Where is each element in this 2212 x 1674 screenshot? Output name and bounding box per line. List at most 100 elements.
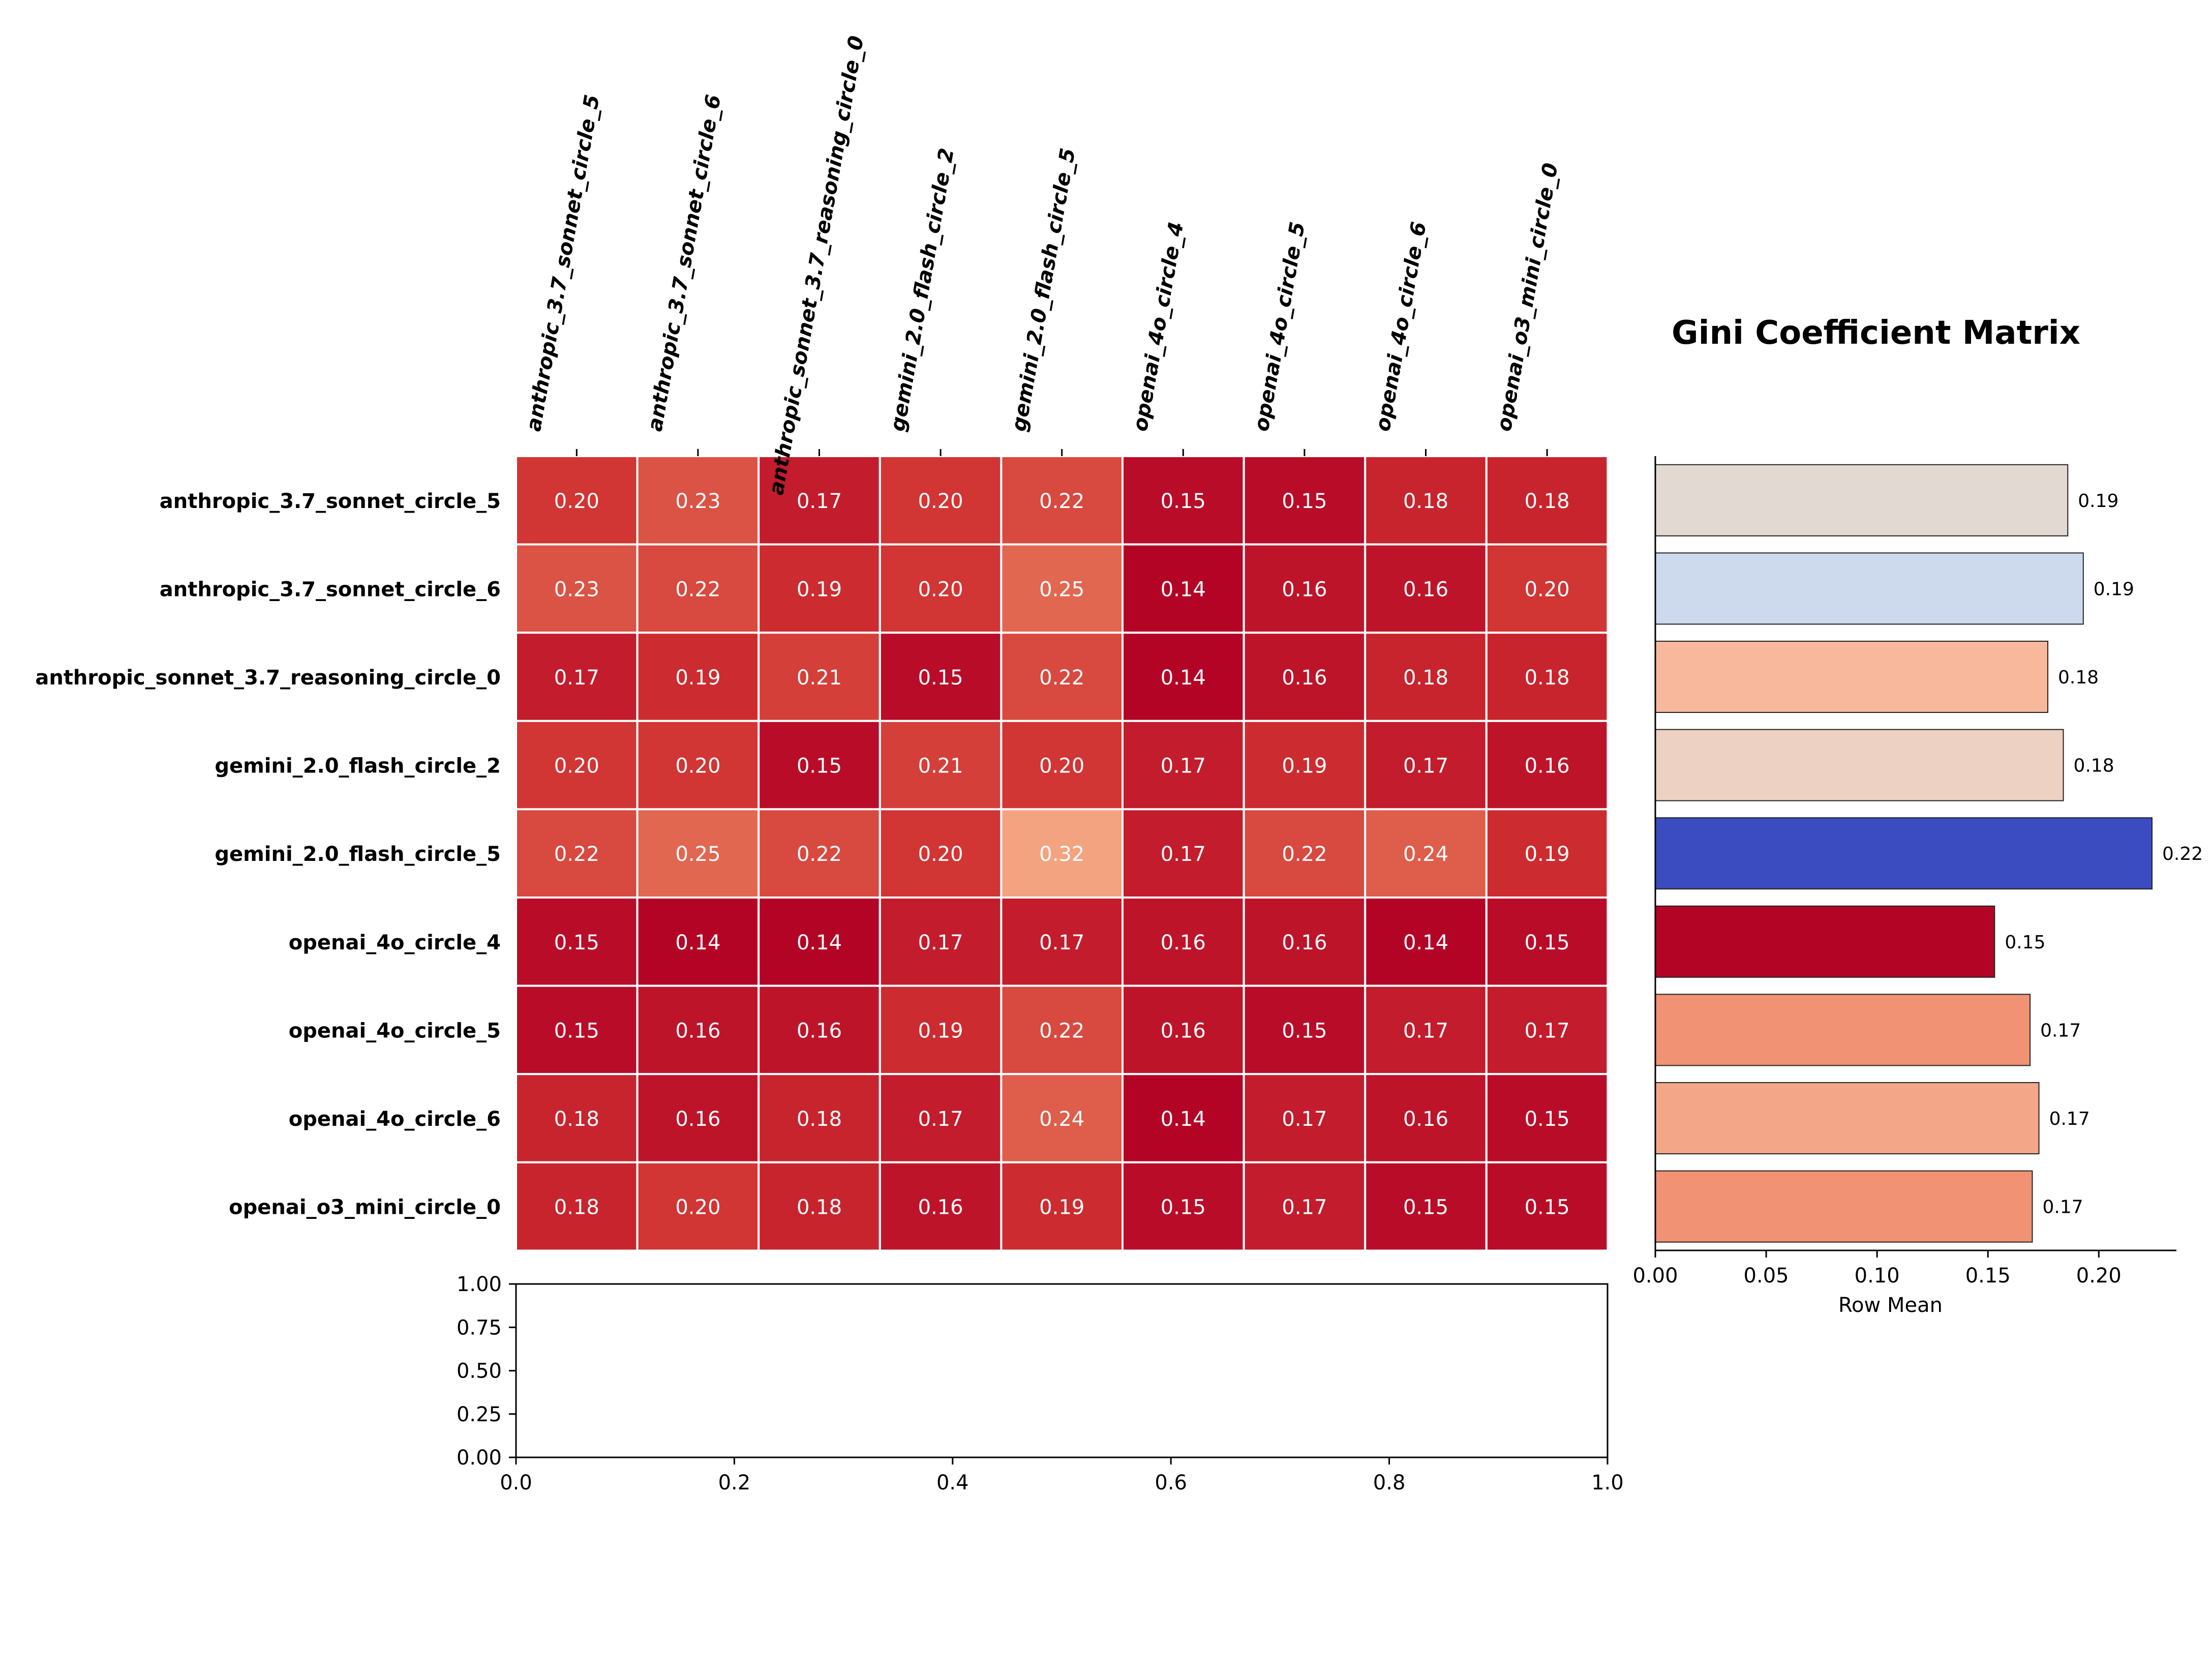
heatmap-cell-value: 0.20 [554, 755, 599, 778]
heatmap-cell [1485, 543, 1609, 634]
heatmap-cell-value: 0.17 [1161, 755, 1206, 778]
heatmap-cell-value: 0.25 [675, 843, 720, 866]
heatmap-cell [636, 896, 760, 987]
heatmap-cell [757, 632, 881, 722]
empty-axes-x-tick-label: 1.0 [1591, 1471, 1624, 1494]
heatmap-cell [1485, 1161, 1609, 1252]
row-label: gemini_2.0_flash_circle_2 [215, 755, 501, 778]
empty-axes-x-tick-label: 0.8 [1373, 1471, 1406, 1494]
heatmap-cell [1364, 984, 1488, 1075]
heatmap-cell [515, 632, 639, 722]
heatmap-cell [636, 984, 760, 1075]
heatmap-cell-value: 0.16 [1282, 931, 1327, 954]
bar-value-label: 0.19 [2078, 491, 2118, 512]
heatmap-cell [1485, 632, 1609, 722]
heatmap-cell-value: 0.20 [1525, 578, 1570, 601]
heatmap-cell-value: 0.18 [1403, 490, 1448, 513]
bar-value-label: 0.17 [2042, 1197, 2083, 1218]
heatmap-cell-value: 0.16 [1282, 578, 1327, 601]
row-mean-bar [1655, 1170, 2033, 1243]
bar-value-label: 0.18 [2074, 756, 2114, 776]
heatmap-cell-value: 0.19 [1525, 843, 1570, 866]
heatmap-cell-value: 0.15 [554, 931, 599, 954]
heatmap-cell [1000, 543, 1124, 634]
row-label: openai_4o_circle_5 [289, 1019, 501, 1042]
heatmap-cell [1364, 632, 1488, 722]
row-mean-bar [1655, 905, 1995, 978]
heatmap-cell-value: 0.17 [1403, 1019, 1448, 1042]
heatmap-cell [1122, 984, 1245, 1075]
heatmap-cell [878, 984, 1003, 1075]
heatmap-cell-value: 0.15 [1525, 1108, 1570, 1131]
heatmap-cell-value: 0.19 [1039, 1196, 1084, 1219]
heatmap-cell [1485, 808, 1609, 899]
heatmap-cell [757, 720, 881, 811]
row-label: anthropic_3.7_sonnet_circle_6 [160, 578, 501, 601]
heatmap-cell [1243, 632, 1367, 722]
heatmap-cell-value: 0.15 [1282, 490, 1327, 513]
heatmap-cell [515, 455, 639, 546]
bar-x-tick-label: 0.10 [1855, 1264, 1900, 1288]
heatmap-cell-value: 0.15 [1161, 490, 1206, 513]
heatmap-cell [1485, 1073, 1609, 1163]
heatmap-cell-value: 0.17 [1161, 843, 1206, 866]
heatmap-cell [515, 543, 639, 634]
heatmap-cell [1122, 1161, 1245, 1252]
heatmap-cell [878, 543, 1003, 634]
heatmap-cell [1364, 1161, 1488, 1252]
heatmap-cell [1000, 632, 1124, 722]
heatmap-cell-value: 0.15 [1403, 1196, 1448, 1219]
heatmap-cell [1243, 808, 1367, 899]
heatmap-cell [757, 896, 881, 987]
heatmap-cell-value: 0.19 [797, 578, 842, 601]
heatmap-cell-value: 0.25 [1039, 578, 1084, 601]
empty-axes: 0.0 0.2 0.4 0.6 0.8 1.0 0.00 0.25 0.50 0.75 1.00 [457, 1273, 1624, 1494]
row-mean-bar [1655, 641, 2049, 713]
row-mean-bar [1655, 817, 2153, 890]
heatmap-cell-value: 0.20 [675, 1196, 720, 1219]
heatmap-cell [1243, 896, 1367, 987]
heatmap: 0.20 0.23 0.17 0.20 0.22 0.15 0.15 0.18 0.18 0.23… [515, 455, 1609, 1252]
heatmap-cell-value: 0.15 [1282, 1019, 1327, 1042]
row-mean-bar [1655, 552, 2084, 625]
bar-x-tick-label: 0.20 [2076, 1264, 2122, 1288]
heatmap-cell [1364, 720, 1488, 811]
heatmap-cell [1485, 984, 1609, 1075]
heatmap-cell-value: 0.20 [554, 490, 599, 513]
chart-title: Gini Coefficient Matrix [1672, 314, 2080, 352]
heatmap-cell [1364, 808, 1488, 899]
heatmap-cell-value: 0.23 [675, 490, 720, 513]
heatmap-cell [757, 808, 881, 899]
row-label: openai_4o_circle_6 [289, 1108, 501, 1131]
heatmap-cell-value: 0.22 [675, 578, 720, 601]
heatmap-cell-value: 0.15 [1525, 931, 1570, 954]
row-label: anthropic_3.7_sonnet_circle_5 [160, 490, 501, 513]
heatmap-cell-value: 0.21 [797, 666, 842, 690]
bar-value-label: 0.17 [2049, 1109, 2090, 1129]
heatmap-cell-value: 0.16 [1525, 755, 1570, 778]
bar-x-axis-label: Row Mean [1838, 1294, 1943, 1317]
heatmap-cell [1000, 984, 1124, 1075]
heatmap-cell-value: 0.17 [1039, 931, 1084, 954]
heatmap-cell-value: 0.17 [1282, 1108, 1327, 1131]
empty-axes-x-tick-label: 0.2 [718, 1471, 751, 1494]
heatmap-cell-value: 0.14 [1161, 578, 1206, 601]
heatmap-cell-value: 0.17 [1282, 1196, 1327, 1219]
heatmap-cell [878, 896, 1003, 987]
row-label: anthropic_sonnet_3.7_reasoning_circle_0 [35, 666, 501, 690]
row-mean-bar [1655, 994, 2031, 1066]
heatmap-cell [515, 1073, 639, 1163]
heatmap-cell [1485, 720, 1609, 811]
heatmap-cell [1485, 455, 1609, 546]
row-mean-bar-chart: 0.19 0.19 0.18 0.18 0.22 0.15 0.17 0.17 0.17 0.00… [1632, 456, 2203, 1317]
row-label: openai_4o_circle_4 [289, 931, 501, 954]
heatmap-cell [878, 720, 1003, 811]
heatmap-cell-value: 0.23 [554, 578, 599, 601]
heatmap-cell-value: 0.19 [675, 666, 720, 690]
heatmap-cell-value: 0.14 [675, 931, 720, 954]
empty-axes-y-tick-label: 0.75 [457, 1316, 502, 1339]
heatmap-cell-value: 0.16 [1161, 1019, 1206, 1042]
heatmap-cell-value: 0.17 [797, 490, 842, 513]
heatmap-cell-value: 0.15 [797, 755, 842, 778]
heatmap-cell-value: 0.18 [554, 1108, 599, 1131]
